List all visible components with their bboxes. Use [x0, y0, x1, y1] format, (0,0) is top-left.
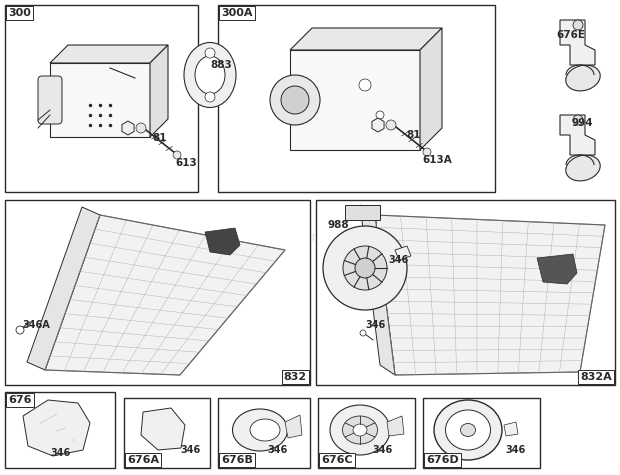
Text: 676A: 676A: [127, 455, 159, 465]
Polygon shape: [504, 422, 518, 436]
Text: 81: 81: [406, 130, 420, 140]
Bar: [218, 398, 310, 468]
Ellipse shape: [461, 424, 476, 437]
Ellipse shape: [566, 155, 600, 181]
Text: 346A: 346A: [22, 320, 50, 330]
Circle shape: [376, 111, 384, 119]
Circle shape: [173, 151, 181, 159]
Bar: [316, 200, 615, 385]
Text: 346: 346: [267, 445, 287, 455]
Circle shape: [205, 48, 215, 58]
Polygon shape: [50, 45, 168, 63]
Text: 346: 346: [372, 445, 392, 455]
Polygon shape: [387, 416, 404, 436]
Polygon shape: [141, 408, 185, 450]
Polygon shape: [285, 415, 302, 438]
Text: 676E: 676E: [556, 30, 585, 40]
Text: 346: 346: [365, 320, 385, 330]
Text: 613A: 613A: [422, 155, 452, 165]
Polygon shape: [27, 207, 100, 370]
Polygon shape: [360, 205, 395, 375]
Text: 676: 676: [8, 395, 32, 405]
Circle shape: [573, 115, 583, 125]
Circle shape: [281, 86, 309, 114]
Ellipse shape: [353, 424, 367, 436]
Bar: [124, 398, 210, 468]
Circle shape: [573, 20, 583, 30]
Polygon shape: [375, 215, 605, 375]
Text: 346: 346: [505, 445, 525, 455]
Polygon shape: [205, 228, 240, 255]
Ellipse shape: [330, 405, 390, 455]
Circle shape: [205, 92, 215, 102]
Polygon shape: [290, 50, 420, 150]
Text: 613: 613: [175, 158, 197, 168]
Bar: [5, 5, 198, 192]
Bar: [5, 392, 115, 468]
Circle shape: [355, 258, 375, 278]
Ellipse shape: [434, 400, 502, 460]
Bar: [5, 200, 310, 385]
Text: 883: 883: [210, 60, 232, 70]
Circle shape: [16, 326, 24, 334]
Text: 676D: 676D: [426, 455, 459, 465]
Bar: [318, 398, 415, 468]
Ellipse shape: [566, 65, 600, 91]
Text: 832: 832: [284, 372, 307, 382]
Text: 300A: 300A: [221, 8, 252, 18]
Text: 832A: 832A: [580, 372, 612, 382]
Ellipse shape: [232, 409, 288, 451]
Text: 300: 300: [8, 8, 31, 18]
Ellipse shape: [250, 419, 280, 441]
FancyBboxPatch shape: [38, 76, 62, 124]
Text: 346: 346: [50, 448, 70, 458]
Text: 81: 81: [152, 133, 167, 143]
Bar: [423, 398, 540, 468]
Text: 676C: 676C: [321, 455, 353, 465]
Ellipse shape: [446, 410, 490, 450]
Ellipse shape: [342, 416, 378, 444]
Circle shape: [359, 79, 371, 91]
Text: 988: 988: [328, 220, 350, 230]
Bar: [218, 5, 495, 192]
Circle shape: [270, 75, 320, 125]
Circle shape: [423, 148, 431, 156]
Circle shape: [343, 246, 387, 290]
Ellipse shape: [195, 56, 225, 94]
Polygon shape: [560, 115, 595, 155]
Circle shape: [323, 226, 407, 310]
Ellipse shape: [184, 42, 236, 107]
Polygon shape: [50, 63, 150, 137]
Polygon shape: [560, 20, 595, 65]
Circle shape: [360, 330, 366, 336]
Polygon shape: [372, 118, 384, 132]
Polygon shape: [290, 28, 442, 50]
Polygon shape: [537, 254, 577, 284]
Polygon shape: [150, 45, 168, 137]
Polygon shape: [23, 400, 90, 456]
Circle shape: [386, 120, 396, 130]
Text: 676B: 676B: [221, 455, 253, 465]
Text: 346: 346: [180, 445, 200, 455]
Circle shape: [136, 123, 146, 133]
Polygon shape: [122, 121, 134, 135]
Text: 994: 994: [572, 118, 593, 128]
Text: 346: 346: [388, 255, 408, 265]
Polygon shape: [395, 246, 411, 260]
Polygon shape: [420, 28, 442, 150]
Polygon shape: [345, 205, 380, 220]
Text: eReplacementParts.com: eReplacementParts.com: [234, 231, 386, 244]
Polygon shape: [45, 215, 285, 375]
